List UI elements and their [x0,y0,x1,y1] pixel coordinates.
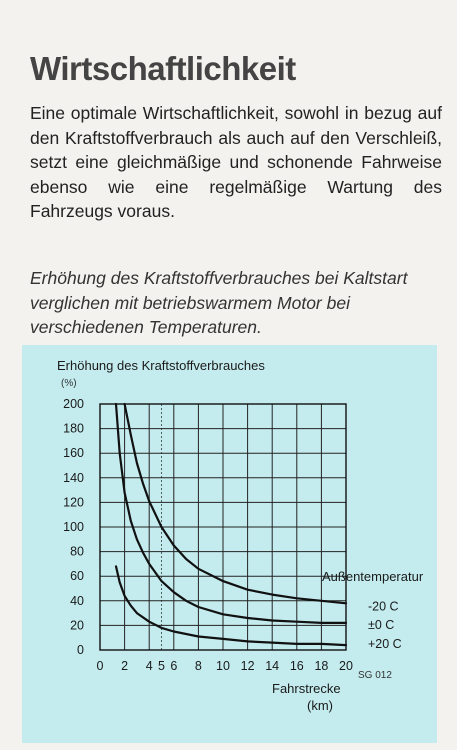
intro-paragraph: Eine optimale Wirtschaftlichkeit, sowohl… [30,103,442,221]
y-tick-label: 140 [63,471,84,485]
chart-panel [22,345,437,743]
page-title: Wirtschaftlichkeit [30,50,296,87]
chart-grid [99,403,347,651]
chart-caption: Erhöhung des Kraftstoffverbrauches bei K… [30,268,408,337]
x-tick-label: 8 [195,659,202,673]
x-tick-label: 2 [121,659,128,673]
x-tick-label: 6 [170,659,177,673]
x-tick-label: 4 [146,659,153,673]
x-tick-label: 20 [339,659,353,673]
series-label: -20 C [368,599,399,613]
x-tick-label: 18 [314,659,328,673]
series-line [114,402,348,624]
x-axis-label: Fahrstrecke [272,681,341,696]
y-tick-label: 180 [63,422,84,436]
x-tick-label: 16 [290,659,304,673]
x-tick-label: 10 [216,659,230,673]
series-label: +20 C [368,637,402,651]
x-tick-label: 14 [265,659,279,673]
figure-code: SG 012 [358,670,392,681]
y-tick-label: 20 [70,618,84,632]
legend-title: Außentemperatur [322,569,424,584]
y-tick-label: 100 [63,520,84,534]
x-tick-label: 0 [97,659,104,673]
plot-frame [99,403,347,651]
chart-curves: -20 C ±0 C +20 C [114,402,402,651]
y-tick-label: 120 [63,495,84,509]
series-line [123,402,348,605]
y-tick-label: 160 [63,446,84,460]
x-axis-unit: (km) [307,698,333,713]
y-tick-label: 200 [63,397,84,411]
y-axis-unit: (%) [61,378,77,389]
y-tick-label: 60 [70,569,84,583]
x-tick-label: 5 [158,659,165,673]
y-tick-label: 80 [70,545,84,559]
y-tick-label: 40 [70,594,84,608]
x-tick-label: 12 [241,659,255,673]
chart-title: Erhöhung des Kraftstoffverbrauches [57,358,265,373]
series-label: ±0 C [368,618,394,632]
chart-ticks: 0 2 4 5 6 8 10 12 14 16 18 200204060801001201401601… [63,397,353,673]
y-tick-label: 0 [77,643,84,657]
series-line [114,565,348,647]
